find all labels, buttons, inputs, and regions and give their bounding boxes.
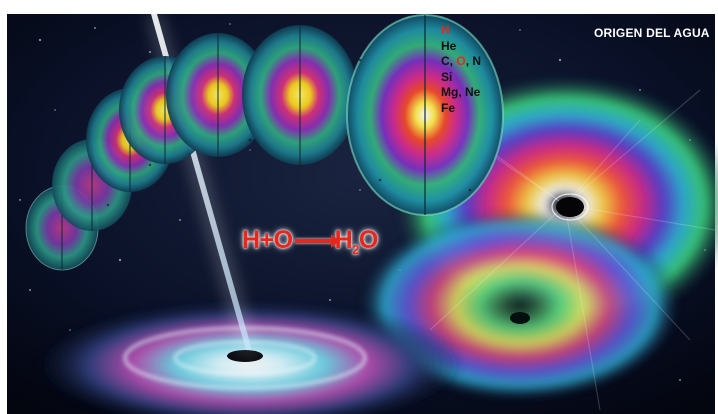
cno-oxygen-label: O	[456, 54, 466, 68]
cno-nitrogen-label: , N	[465, 54, 482, 68]
element-layer-label: Mg, Ne	[441, 85, 481, 99]
element-layer-label: H	[441, 23, 450, 37]
figure-title: ORIGEN DEL AGUA	[594, 26, 710, 40]
star-stage-7	[346, 14, 504, 216]
equation-product-o: O	[358, 226, 378, 254]
black-hole-lower	[510, 312, 530, 324]
reaction-arrow-icon	[294, 234, 340, 249]
star-stage-5	[166, 33, 270, 157]
element-layer-label: Si	[441, 69, 453, 84]
massive-star-sequence	[25, 14, 504, 271]
equation-reactants: H+O	[242, 226, 293, 254]
element-layer-label-cno: C, O, N	[441, 54, 481, 70]
star-stage-6	[242, 25, 358, 165]
water-formation-equation: H+O H2O	[242, 226, 378, 257]
element-layer-label: Fe	[441, 100, 456, 115]
element-layer-list: H He C, O, N Si Mg, Ne Fe	[441, 23, 481, 116]
black-hole-upper	[556, 197, 584, 217]
element-layer-label: He	[441, 38, 457, 53]
cno-carbon-label: C,	[441, 54, 453, 68]
equation-subscript: 2	[352, 242, 359, 257]
